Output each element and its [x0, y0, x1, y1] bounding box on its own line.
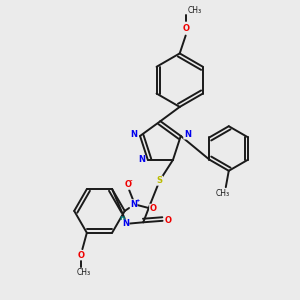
Text: CH₃: CH₃: [187, 6, 201, 15]
Text: N: N: [138, 155, 145, 164]
Text: H: H: [120, 216, 125, 221]
Text: N: N: [130, 200, 137, 208]
Text: S: S: [157, 176, 163, 185]
Text: O: O: [78, 250, 85, 260]
Text: CH₃: CH₃: [77, 268, 91, 277]
Text: O: O: [165, 216, 172, 225]
Text: -: -: [129, 178, 132, 183]
Text: CH₃: CH₃: [216, 189, 230, 198]
Text: O: O: [124, 180, 131, 189]
Text: O: O: [182, 24, 189, 33]
Text: N: N: [184, 130, 191, 139]
Text: +: +: [135, 198, 139, 203]
Text: O: O: [149, 204, 157, 213]
Text: N: N: [122, 219, 129, 228]
Text: N: N: [130, 130, 137, 139]
